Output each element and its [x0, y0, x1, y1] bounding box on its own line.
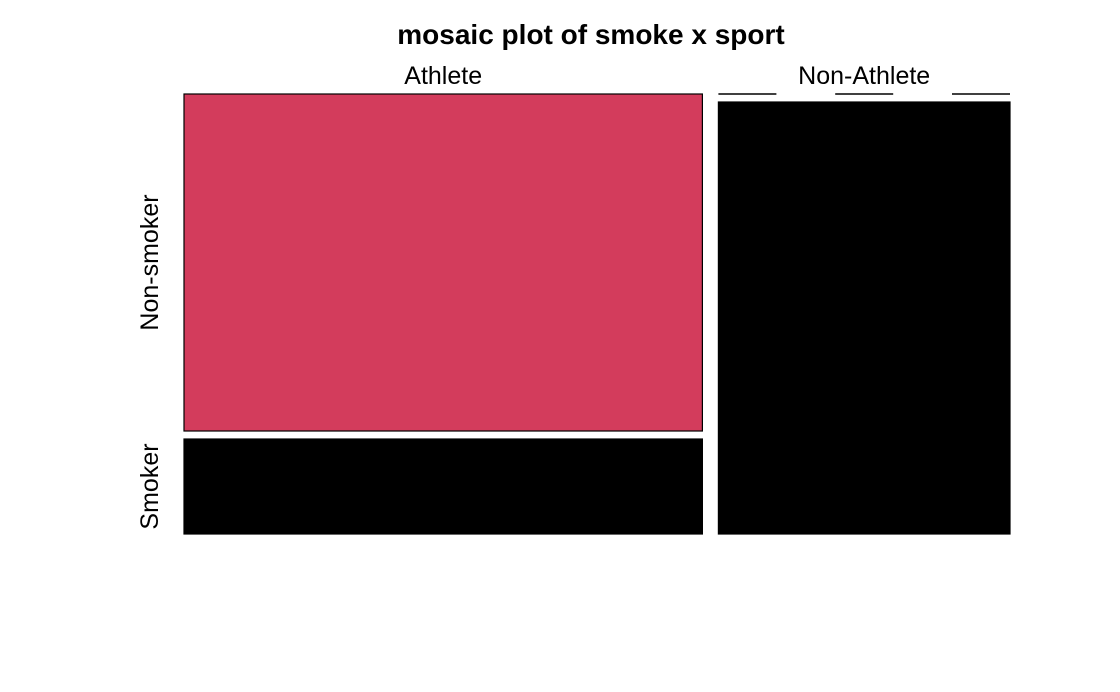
row-label-non-smoker: Non-smoker — [136, 194, 164, 330]
mosaic-labels: Athlete Non-Athlete Non-smoker Smoker — [136, 62, 930, 530]
mosaic-cells — [183, 93, 1011, 535]
mosaic-cell-athlete-non-smoker — [183, 93, 704, 432]
chart-title: mosaic plot of smoke x sport — [397, 19, 784, 50]
mosaic-cell-non-athlete-non-smoker — [717, 101, 1011, 535]
column-label-non-athlete: Non-Athlete — [798, 62, 930, 90]
column-label-athlete: Athlete — [404, 62, 482, 90]
row-label-smoker: Smoker — [136, 443, 164, 529]
mosaic-cell-athlete-smoker — [183, 438, 704, 535]
